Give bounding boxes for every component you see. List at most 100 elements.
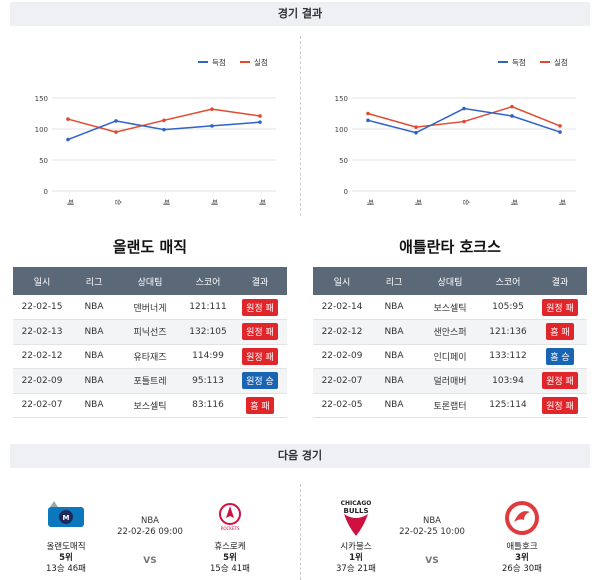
row-result: 원정 패 (233, 295, 287, 320)
result-badge: 원정 패 (242, 323, 278, 341)
table-row: 22-02-05 NBA 토론랩터 125:114 원정 패 (313, 393, 587, 418)
row-date: 22-02-12 (313, 319, 371, 345)
legend-score-label: 득점 (212, 57, 226, 67)
row-score: 125:114 (483, 393, 533, 418)
y-tick-label: 50 (39, 157, 48, 165)
row-date: 22-02-13 (13, 319, 71, 345)
x-tick-label: 패 (510, 199, 519, 205)
row-date: 22-02-09 (313, 344, 371, 369)
table-row: 22-02-07 NBA 덜러매버 103:94 원정 패 (313, 368, 587, 394)
row-date: 22-02-07 (13, 393, 71, 418)
team-rank: 1위 (349, 553, 363, 563)
row-opponent: 보스셀틱 (417, 295, 483, 320)
svg-text:BULLS: BULLS (344, 507, 369, 515)
table-row: 22-02-15 NBA 덴버너게 121:111 원정 패 (13, 295, 287, 320)
home-team-info: 올랜도매직 5위 13승 46패 (26, 542, 106, 575)
row-opponent: 포틀트레 (117, 368, 183, 394)
col-score: 스코어 (183, 267, 233, 295)
result-badge: 원정 패 (542, 396, 578, 414)
row-score: 105:95 (483, 295, 533, 320)
row-league: NBA (371, 368, 417, 394)
team-title-atlanta: 애틀란타 호크스 (399, 238, 501, 256)
row-league: NBA (71, 295, 117, 320)
row-opponent: 토론랩터 (417, 393, 483, 418)
allowed-point (510, 104, 514, 109)
line-chart-orlando: 150 100 50 0 패 승 패 패 패 득점 실점 (35, 57, 276, 206)
team-record: 37승 21패 (336, 564, 376, 574)
allowed-point (414, 125, 418, 129)
match-info: NBA 22-02-26 09:00 (100, 516, 200, 538)
row-league: NBA (371, 295, 417, 320)
x-tick-label: 승 (462, 199, 470, 206)
x-tick-label: 패 (366, 199, 375, 205)
col-opponent: 상대팀 (417, 267, 483, 295)
result-badge: 홈 패 (246, 396, 274, 414)
vs-label: VS (425, 556, 439, 566)
allowed-point (258, 114, 262, 118)
row-score: 133:112 (483, 344, 533, 369)
row-league: NBA (371, 344, 417, 369)
bulls-logo-icon: CHICAGO BULLS (334, 498, 378, 538)
result-badge: 홈 승 (546, 347, 574, 365)
svg-text:ROCKETS: ROCKETS (221, 526, 240, 531)
away-team-info: 휴스로케 5위 15승 41패 (190, 542, 270, 575)
table-row: 22-02-14 NBA 보스셀틱 105:95 원정 패 (313, 295, 587, 320)
row-league: NBA (71, 319, 117, 345)
col-date: 일시 (13, 267, 71, 295)
y-tick-label: 150 (35, 95, 48, 103)
y-tick-label: 0 (44, 188, 48, 196)
row-score: 132:105 (183, 319, 233, 345)
next-match-2[interactable]: CHICAGO BULLS 시카불스 1위 37승 21패 NBA 22-02-… (310, 494, 590, 580)
x-tick-label: 패 (66, 199, 75, 205)
row-score: 95:113 (183, 368, 233, 394)
svg-text:M: M (63, 514, 70, 522)
col-opponent: 상대팀 (117, 267, 183, 295)
allowed-point (66, 117, 70, 121)
table-row: 22-02-12 NBA 유타재즈 114:99 원정 패 (13, 344, 287, 369)
col-league: 리그 (71, 267, 117, 295)
away-team-info: 애틀호크 3위 26승 30패 (482, 542, 562, 575)
result-badge: 원정 패 (542, 372, 578, 390)
magic-logo-icon: M (44, 498, 88, 538)
row-score: 114:99 (183, 344, 233, 369)
x-tick-label: 승 (114, 199, 122, 206)
row-result: 홈 승 (533, 344, 587, 369)
team-rank: 5위 (59, 553, 73, 563)
row-league: NBA (371, 319, 417, 345)
row-result: 원정 승 (233, 368, 287, 394)
row-result: 원정 패 (533, 295, 587, 320)
score-point (366, 118, 370, 123)
results-section-header: 경기 결과 (10, 2, 590, 26)
team-record: 26승 30패 (502, 564, 542, 574)
table-header-row: 일시 리그 상대팀 스코어 결과 (13, 267, 287, 295)
table-row: 22-02-12 NBA 샌안스퍼 121:136 홈 패 (313, 319, 587, 345)
score-point (558, 130, 562, 134)
score-point (414, 130, 418, 135)
row-opponent: 피닉선즈 (117, 319, 183, 345)
row-date: 22-02-09 (13, 368, 71, 394)
team-title-orlando: 올랜도 매직 (112, 238, 188, 256)
row-opponent: 보스셀틱 (117, 393, 183, 418)
result-badge: 홈 패 (546, 323, 574, 341)
x-tick-label: 패 (258, 199, 267, 205)
col-date: 일시 (313, 267, 371, 295)
row-result: 원정 패 (533, 368, 587, 394)
score-point (462, 106, 466, 111)
match-datetime: 22-02-26 09:00 (117, 527, 183, 537)
row-league: NBA (71, 344, 117, 369)
team-record: 13승 46패 (46, 564, 86, 574)
table-row: 22-02-13 NBA 피닉선즈 132:105 원정 패 (13, 319, 287, 345)
row-score: 103:94 (483, 368, 533, 394)
result-badge: 원정 패 (542, 298, 578, 316)
row-score: 121:136 (483, 319, 533, 345)
table-row: 22-02-07 NBA 보스셀틱 83:116 홈 패 (13, 393, 287, 418)
y-tick-label: 50 (339, 157, 348, 165)
y-tick-label: 150 (335, 95, 348, 103)
results-table-atlanta: 일시 리그 상대팀 스코어 결과 22-02-14 NBA 보스셀틱 105:95 원정… (313, 267, 587, 418)
row-date: 22-02-05 (313, 393, 371, 418)
score-point (210, 124, 214, 128)
match-league: NBA (422, 516, 441, 526)
next-match-1[interactable]: M 올랜도매직 5위 13승 46패 NBA 22-02-26 09:00 VS… (10, 494, 290, 580)
row-opponent: 덴버너게 (117, 295, 183, 320)
results-table-orlando: 일시 리그 상대팀 스코어 결과 22-02-15 NBA 덴버너게 121:111 원… (13, 267, 287, 418)
